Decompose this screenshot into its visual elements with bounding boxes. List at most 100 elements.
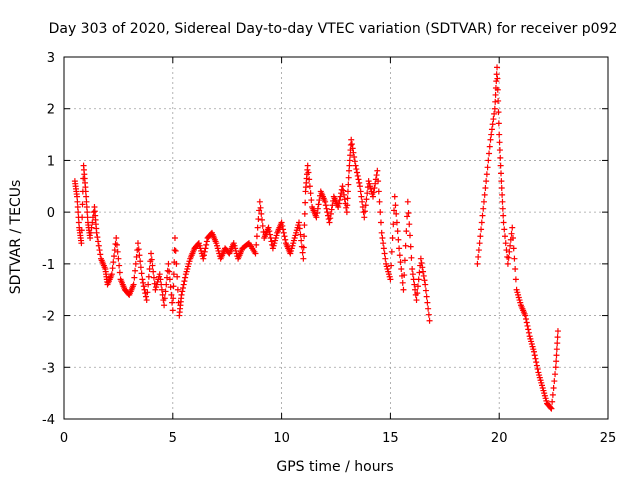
y-tick-label: -4 xyxy=(42,413,55,428)
data-point xyxy=(400,286,407,293)
data-point xyxy=(328,206,335,213)
data-point xyxy=(181,278,188,285)
y-tick-label: 2 xyxy=(47,103,55,118)
data-point xyxy=(327,210,334,217)
data-point xyxy=(180,281,187,288)
data-point xyxy=(203,241,210,248)
data-point xyxy=(500,212,507,219)
data-point xyxy=(422,287,429,294)
data-point xyxy=(344,195,351,202)
data-point xyxy=(387,276,394,283)
data-point xyxy=(492,98,499,105)
data-point xyxy=(145,273,152,280)
data-point xyxy=(79,201,86,208)
data-point xyxy=(506,248,513,255)
data-point xyxy=(306,183,313,190)
data-point xyxy=(202,245,209,252)
data-point xyxy=(150,274,157,281)
data-point xyxy=(132,267,139,274)
data-point xyxy=(79,214,86,221)
data-point xyxy=(478,219,485,226)
data-point xyxy=(412,286,419,293)
data-point xyxy=(508,230,515,237)
data-point xyxy=(495,120,502,127)
data-point xyxy=(140,283,147,290)
data-point xyxy=(161,302,168,309)
data-point xyxy=(362,208,369,215)
data-point xyxy=(139,276,146,283)
data-point xyxy=(166,268,173,275)
data-point xyxy=(361,214,368,221)
data-point xyxy=(523,319,530,326)
data-point xyxy=(402,242,409,249)
data-point xyxy=(82,188,89,195)
data-point xyxy=(178,291,185,298)
data-point xyxy=(482,185,489,192)
data-point xyxy=(316,197,323,204)
data-point xyxy=(280,229,287,236)
data-point xyxy=(425,311,432,318)
data-point xyxy=(116,269,123,276)
data-point xyxy=(380,245,387,252)
data-point xyxy=(282,236,289,243)
data-point xyxy=(302,199,309,206)
data-point xyxy=(149,262,156,269)
data-point xyxy=(414,290,421,297)
data-point xyxy=(354,172,361,179)
data-point xyxy=(500,219,507,226)
data-point xyxy=(351,158,358,165)
data-point xyxy=(497,154,504,161)
data-point xyxy=(89,219,96,226)
data-point xyxy=(533,359,540,366)
data-point xyxy=(87,235,94,241)
data-point xyxy=(348,136,355,143)
data-point xyxy=(478,226,485,233)
grid-lines xyxy=(64,57,608,419)
data-point xyxy=(161,295,168,302)
data-point xyxy=(389,235,396,241)
x-tick-label: 5 xyxy=(169,431,177,446)
data-point xyxy=(379,235,386,241)
data-point xyxy=(509,224,516,231)
data-point xyxy=(158,286,165,293)
data-point xyxy=(116,262,123,269)
data-point xyxy=(179,284,186,291)
data-point xyxy=(307,190,314,197)
data-point xyxy=(280,226,287,233)
data-point xyxy=(84,209,91,216)
data-point xyxy=(156,271,163,278)
data-point xyxy=(413,297,420,304)
data-point xyxy=(324,209,331,216)
data-point xyxy=(411,281,418,288)
data-point xyxy=(142,293,149,300)
data-point xyxy=(170,271,177,278)
data-point xyxy=(554,328,561,335)
data-point xyxy=(267,235,274,241)
data-point xyxy=(382,255,389,262)
data-point xyxy=(157,276,164,283)
data-point xyxy=(322,202,329,209)
data-point xyxy=(323,205,330,212)
data-point xyxy=(297,231,304,238)
data-point xyxy=(398,266,405,273)
data-point xyxy=(351,153,358,160)
data-point xyxy=(553,358,560,365)
data-point xyxy=(396,245,403,252)
data-point xyxy=(494,75,501,82)
data-point xyxy=(203,238,210,245)
data-point xyxy=(252,250,259,257)
data-point xyxy=(347,152,354,159)
data-point xyxy=(380,240,387,247)
data-point xyxy=(507,242,514,249)
data-point xyxy=(109,265,116,272)
data-point xyxy=(327,215,334,222)
data-point xyxy=(83,203,90,210)
data-point xyxy=(421,277,428,284)
data-point xyxy=(266,228,273,235)
data-point xyxy=(340,191,347,198)
data-point xyxy=(490,116,497,123)
data-point xyxy=(296,225,303,232)
data-point xyxy=(253,233,260,240)
data-point xyxy=(84,214,91,221)
data-point xyxy=(505,254,512,261)
